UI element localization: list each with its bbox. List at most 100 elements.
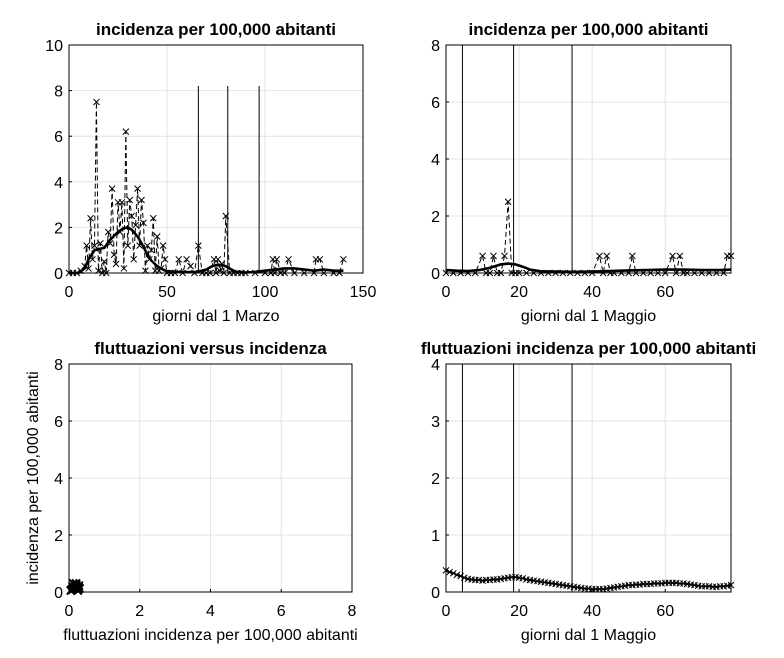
series-line-dashed (446, 201, 731, 274)
y-tick-label: 2 (431, 471, 440, 488)
data-point-marker (628, 252, 636, 260)
x-tick-label: 0 (65, 603, 74, 620)
data-point-marker (91, 242, 98, 249)
data-point-marker (504, 198, 512, 206)
data-point-marker (479, 252, 486, 260)
x-tick-label: 100 (252, 284, 279, 301)
data-point-marker (112, 260, 120, 268)
data-point-marker (727, 581, 735, 589)
y-tick-label: 0 (54, 585, 63, 602)
axes-box (68, 44, 364, 274)
y-tick-label: 4 (54, 175, 63, 192)
x-tick-label: 60 (656, 603, 674, 620)
data-point-marker (490, 252, 497, 260)
y-tick-label: 4 (431, 357, 440, 374)
data-point-marker (93, 98, 100, 106)
data-point-marker (153, 233, 161, 240)
data-point-marker (457, 572, 464, 580)
data-point-marker (497, 269, 505, 277)
data-point-marker (449, 569, 457, 577)
y-axis-label: incidenza per 100,000 abitanti (25, 371, 42, 585)
x-axis-label: giorni dal 1 Maggio (521, 627, 656, 644)
x-tick-label: 40 (583, 603, 601, 620)
y-tick-label: 6 (431, 95, 440, 112)
x-tick-label: 150 (350, 284, 377, 301)
data-point-marker (460, 574, 468, 582)
data-point-marker (285, 255, 292, 263)
series-line-smooth (445, 262, 732, 274)
y-tick-label: 2 (54, 528, 63, 545)
x-tick-label: 50 (158, 284, 176, 301)
y-tick-label: 1 (431, 528, 440, 545)
data-point-marker (340, 255, 347, 263)
data-point-marker (669, 252, 676, 260)
y-tick-label: 8 (54, 357, 63, 374)
y-tick-label: 3 (431, 414, 440, 431)
data-point-marker (187, 262, 194, 270)
y-tick-label: 6 (54, 129, 63, 146)
chart-2: 0 20 40 60 0 2 4 6 8 incidenza per 100,000 abitan… (431, 20, 735, 325)
x-axis-label: giorni dal 1 Maggio (521, 308, 656, 325)
y-tick-label: 0 (431, 585, 440, 602)
data-point-marker (206, 269, 214, 277)
data-point-marker (661, 269, 669, 277)
series-line-smooth (69, 226, 344, 275)
data-point-marker (175, 255, 183, 263)
data-point-marker (87, 214, 94, 222)
data-point-marker (102, 269, 110, 277)
data-point-marker (132, 221, 139, 229)
data-point-marker (147, 246, 155, 254)
x-tick-label: 6 (277, 603, 286, 620)
y-tick-label: 8 (54, 84, 63, 101)
x-tick-label: 20 (510, 603, 528, 620)
data-point-marker (128, 212, 136, 220)
data-point-marker (142, 267, 149, 275)
data-point-marker (446, 568, 454, 576)
data-point-marker (122, 128, 130, 135)
data-point-marker (672, 269, 680, 277)
series-line-dashed (69, 101, 344, 275)
data-point-marker (727, 252, 735, 260)
y-tick-label: 8 (431, 38, 440, 55)
chart-3: 0 2 4 6 8 0 2 4 6 8 fluttuazioni versus incidenza f… (25, 339, 358, 644)
data-point-marker (523, 269, 530, 277)
chart-title: fluttuazioni incidenza per 100,000 abita… (421, 339, 756, 358)
data-point-marker (486, 269, 494, 277)
data-point-marker (453, 571, 461, 579)
data-point-marker (676, 252, 684, 260)
x-tick-label: 4 (206, 603, 215, 620)
data-point-marker (104, 228, 112, 236)
y-tick-label: 2 (431, 209, 440, 226)
series-line (445, 569, 732, 590)
x-axis-label: fluttuazioni incidenza per 100,000 abita… (63, 627, 357, 644)
data-point-marker (596, 252, 603, 260)
data-point-marker (159, 242, 167, 249)
data-point-marker (110, 251, 118, 259)
data-point-marker (216, 267, 224, 275)
x-tick-label: 60 (656, 284, 674, 301)
data-point-marker (130, 255, 138, 263)
y-tick-label: 0 (54, 266, 63, 283)
y-tick-label: 6 (54, 414, 63, 431)
y-tick-label: 0 (431, 266, 440, 283)
x-tick-label: 40 (583, 284, 601, 301)
data-point-marker (124, 242, 132, 249)
chart-1: 0 50 100 150 0 2 4 6 8 10 incidenza per 100,000 ab… (45, 20, 376, 325)
data-point-marker (97, 240, 104, 247)
y-tick-label: 4 (431, 152, 440, 169)
data-point-marker (183, 255, 190, 263)
data-point-marker (603, 252, 611, 260)
data-point-marker (273, 255, 281, 263)
data-point-marker (83, 242, 90, 249)
data-point-marker (74, 583, 84, 593)
data-point-marker (220, 269, 228, 277)
data-point-marker (100, 258, 108, 265)
x-axis-label: giorni dal 1 Marzo (152, 308, 279, 325)
x-tick-label: 0 (65, 284, 74, 301)
data-point-marker (316, 255, 324, 263)
data-point-marker (161, 255, 169, 263)
data-point-marker (95, 267, 102, 275)
x-tick-label: 8 (348, 603, 357, 620)
data-point-marker (281, 269, 288, 277)
